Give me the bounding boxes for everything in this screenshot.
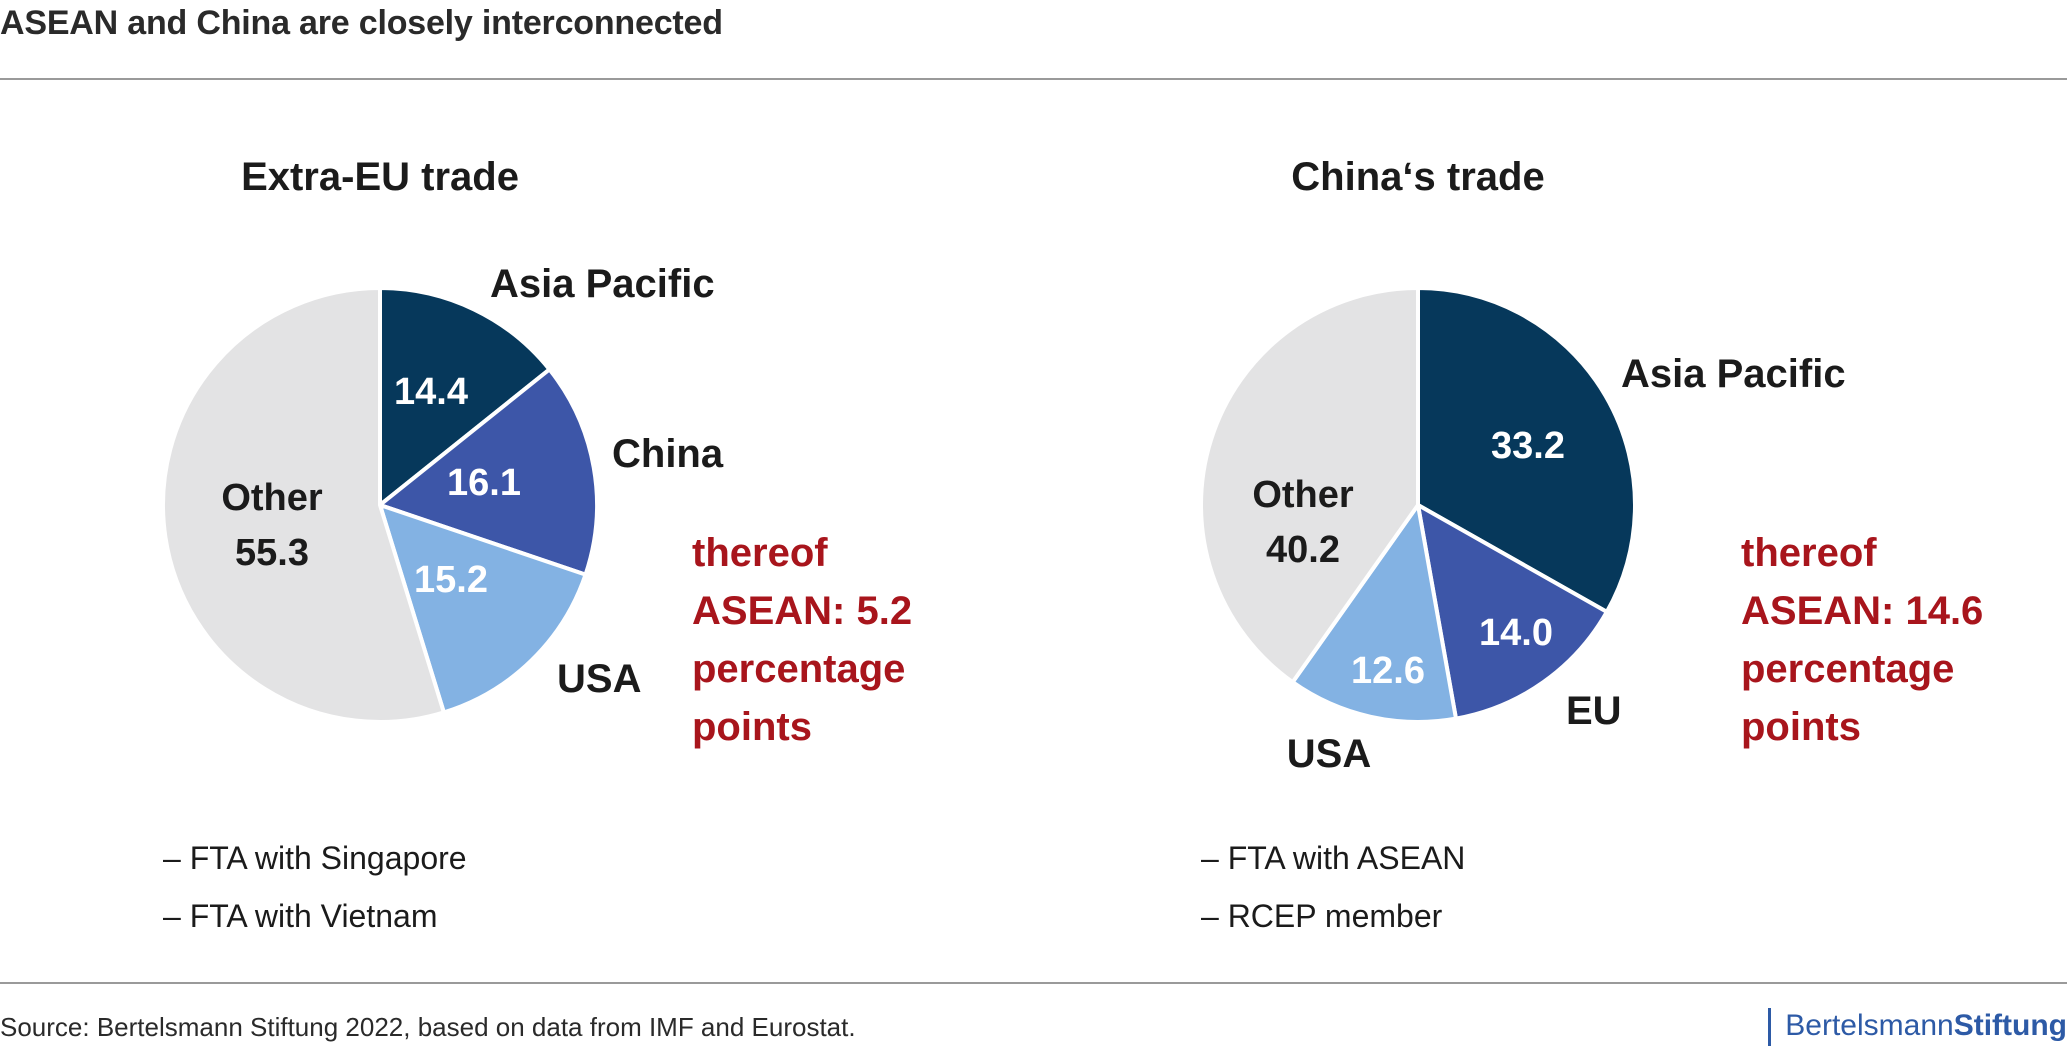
footer-divider bbox=[0, 982, 2067, 984]
slice-value: 33.2 bbox=[1491, 425, 1565, 467]
slice-label-other: Other 55.3 bbox=[221, 477, 323, 574]
slice-category: Asia Pacific bbox=[490, 262, 715, 306]
slice-value: 12.6 bbox=[1351, 650, 1425, 692]
pie-slice-other bbox=[1198, 286, 1420, 685]
slice-value: 55.3 bbox=[235, 532, 309, 574]
slice-value: 14.0 bbox=[1479, 612, 1553, 654]
note-line: percentage bbox=[1741, 647, 1954, 691]
brand-logo: BertelsmannStiftung bbox=[1768, 1008, 2067, 1046]
header-divider bbox=[0, 78, 2067, 80]
slice-value: 16.1 bbox=[447, 462, 521, 504]
brand-name-bold: Stiftung bbox=[1953, 1009, 2067, 1042]
note-line: percentage bbox=[692, 647, 905, 691]
slice-category: Asia Pacific bbox=[1621, 352, 1846, 396]
chart-title: China‘s trade bbox=[1291, 155, 1544, 199]
asean-note: thereof ASEAN: 14.6 percentage points bbox=[1741, 531, 1994, 749]
source-note: Source: Bertelsmann Stiftung 2022, based… bbox=[0, 1012, 856, 1042]
pie-labels: 14.4 Asia Pacific 16.1 China 15.2 USA Other 55.… bbox=[221, 262, 724, 701]
fta-note: – RCEP member bbox=[1201, 898, 1443, 934]
slice-value: 40.2 bbox=[1266, 529, 1340, 571]
fta-note: – FTA with Vietnam bbox=[163, 898, 438, 934]
note-line: points bbox=[1741, 705, 1861, 749]
fta-note: – FTA with Singapore bbox=[163, 840, 467, 876]
note-line: ASEAN: 14.6 bbox=[1741, 589, 1983, 633]
slice-category: Other bbox=[221, 477, 323, 519]
chart-title: Extra-EU trade bbox=[241, 155, 519, 199]
slice-value: 15.2 bbox=[414, 559, 488, 601]
slice-category: Other bbox=[1252, 474, 1354, 516]
brand-name: Bertelsmann bbox=[1785, 1009, 1954, 1042]
pie-slice-eu bbox=[1416, 503, 1609, 721]
slice-category: China bbox=[612, 432, 724, 476]
note-line: ASEAN: 5.2 bbox=[692, 589, 912, 633]
slice-category: EU bbox=[1566, 689, 1622, 733]
fta-note: – FTA with ASEAN bbox=[1201, 840, 1466, 876]
pie-slice-asia-pacific bbox=[378, 286, 552, 507]
slice-value: 14.4 bbox=[394, 371, 468, 413]
china-trade-chart: China‘s trade 33.2 Asia Pacific 14.0 EU 12.6… bbox=[1198, 155, 1994, 776]
pie-slice-usa bbox=[1290, 503, 1458, 724]
slice-category: USA bbox=[557, 657, 641, 701]
slice-category: USA bbox=[1287, 732, 1371, 776]
note-line: thereof bbox=[1741, 531, 1877, 575]
pie-slice-other bbox=[161, 286, 446, 724]
slice-label-other: Other 40.2 bbox=[1252, 474, 1354, 571]
pie-labels: 33.2 Asia Pacific 14.0 EU 12.6 USA Other 40.2 bbox=[1252, 352, 1845, 776]
pie-slices bbox=[161, 286, 599, 724]
note-line: points bbox=[692, 705, 812, 749]
pie-slices bbox=[1198, 286, 1637, 724]
page-title: ASEAN and China are closely interconnect… bbox=[0, 4, 723, 42]
pie-slice-usa bbox=[378, 503, 588, 715]
asean-note: thereof ASEAN: 5.2 percentage points bbox=[692, 531, 923, 749]
note-line: thereof bbox=[692, 531, 828, 575]
extra-eu-trade-chart: Extra-EU trade 14.4 Asia Pacific 16.1 China… bbox=[161, 155, 923, 749]
pie-slice-asia-pacific bbox=[1416, 286, 1637, 614]
